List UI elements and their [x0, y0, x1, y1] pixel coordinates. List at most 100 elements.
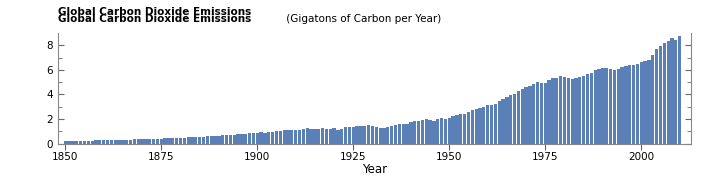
Bar — [259, 132, 263, 144]
Bar — [348, 127, 351, 144]
Bar — [240, 134, 243, 144]
Bar — [536, 82, 539, 144]
Bar — [302, 129, 305, 144]
Bar — [333, 128, 336, 144]
Bar — [125, 140, 128, 144]
Bar — [68, 141, 71, 144]
Bar — [555, 77, 559, 144]
Bar — [190, 137, 194, 144]
Bar — [75, 141, 78, 144]
Bar — [559, 76, 562, 144]
Bar — [271, 132, 274, 144]
Bar — [459, 114, 462, 144]
Bar — [351, 127, 355, 144]
Bar — [305, 128, 309, 144]
Bar — [586, 74, 589, 144]
Bar — [670, 38, 674, 144]
Bar — [156, 139, 159, 144]
Bar — [501, 99, 505, 144]
Bar — [221, 135, 225, 144]
Bar — [340, 129, 343, 144]
Bar — [206, 136, 209, 144]
Bar — [547, 80, 551, 144]
Bar — [63, 141, 67, 144]
Bar — [417, 121, 420, 144]
Bar — [317, 129, 320, 144]
Bar — [593, 70, 597, 144]
Bar — [667, 41, 670, 144]
Bar — [390, 126, 393, 144]
Bar — [202, 137, 205, 144]
Bar — [152, 139, 156, 144]
Bar — [532, 84, 536, 144]
Bar — [310, 129, 312, 144]
Bar — [494, 104, 497, 144]
Bar — [636, 64, 639, 144]
Bar — [183, 137, 186, 144]
Bar — [444, 119, 447, 144]
Bar — [356, 126, 359, 144]
Bar — [137, 139, 140, 144]
Bar — [567, 78, 570, 144]
Bar — [367, 125, 370, 144]
Text: Global Carbon Dioxide Emissions: Global Carbon Dioxide Emissions — [58, 7, 251, 17]
Bar — [359, 126, 363, 144]
Bar — [436, 119, 439, 144]
Bar — [163, 138, 167, 144]
Bar — [194, 137, 197, 144]
Bar — [236, 134, 240, 144]
Bar — [467, 112, 470, 144]
Bar — [91, 141, 94, 144]
Bar — [544, 83, 547, 144]
Bar — [428, 120, 432, 144]
Bar — [486, 105, 490, 144]
Bar — [471, 110, 474, 144]
Bar — [455, 115, 459, 144]
Bar — [256, 133, 259, 144]
Bar — [144, 139, 148, 144]
Bar — [482, 107, 485, 144]
Bar — [83, 141, 86, 144]
Bar — [114, 140, 117, 144]
Bar — [313, 129, 317, 144]
Bar — [474, 109, 478, 144]
Bar — [117, 140, 121, 144]
Bar — [624, 66, 628, 144]
Bar — [106, 140, 109, 144]
Bar — [509, 95, 513, 144]
Bar — [148, 139, 151, 144]
Bar — [394, 125, 397, 144]
Bar — [662, 43, 666, 144]
Bar — [379, 128, 382, 144]
Bar — [448, 118, 451, 144]
Bar — [674, 40, 678, 144]
Bar — [647, 60, 651, 144]
Bar — [386, 127, 390, 144]
Bar — [186, 137, 190, 144]
Bar — [540, 83, 543, 144]
Bar — [521, 89, 524, 144]
Bar — [590, 73, 593, 144]
Bar — [382, 128, 386, 144]
Bar — [325, 129, 328, 144]
Bar — [413, 121, 416, 144]
Bar — [328, 129, 332, 144]
Bar — [609, 69, 612, 144]
X-axis label: Year: Year — [362, 163, 387, 176]
Bar — [86, 141, 90, 144]
Bar — [210, 136, 213, 144]
Bar — [179, 138, 182, 144]
Bar — [432, 121, 436, 144]
Bar — [229, 135, 232, 144]
Bar — [552, 78, 554, 144]
Text: (Gigatons of Carbon per Year): (Gigatons of Carbon per Year) — [284, 14, 442, 24]
Bar — [405, 124, 409, 144]
Bar — [528, 86, 531, 144]
Bar — [298, 130, 301, 144]
Bar — [102, 140, 105, 144]
Bar — [132, 139, 136, 144]
Bar — [264, 133, 266, 144]
Bar — [171, 138, 174, 144]
Bar — [248, 133, 251, 144]
Bar — [582, 76, 585, 144]
